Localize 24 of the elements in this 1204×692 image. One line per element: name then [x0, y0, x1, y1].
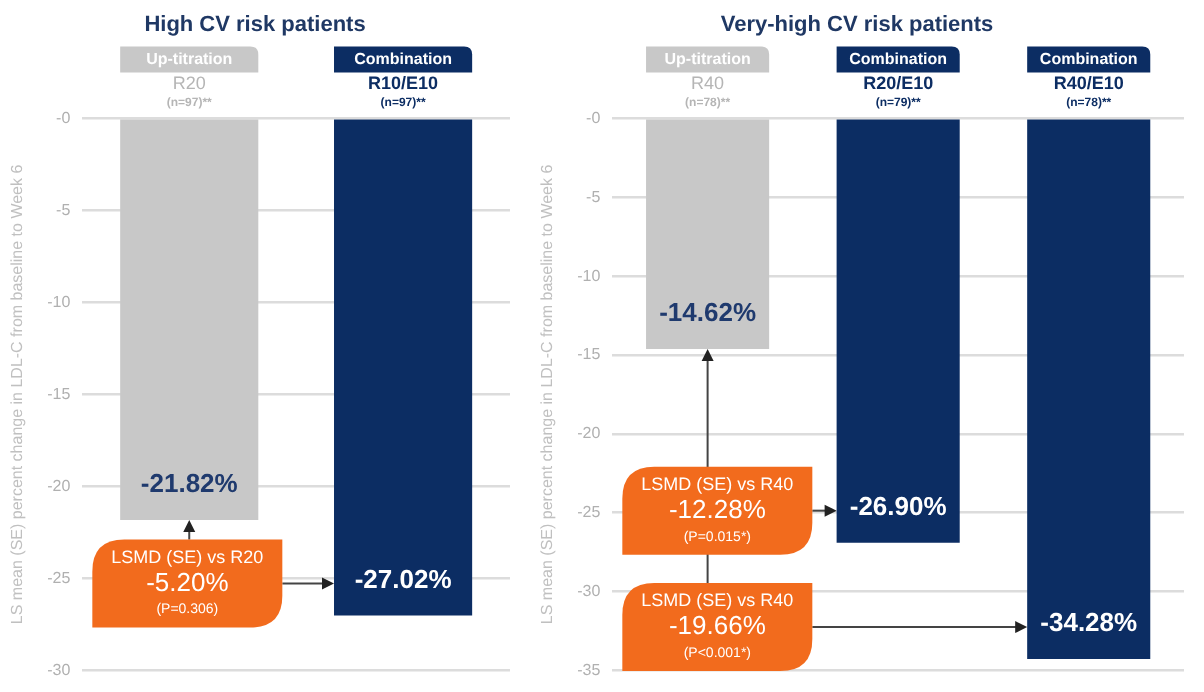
y-axis-title: LS mean (SE) percent change in LDL-C from baseline to Week 6	[538, 163, 557, 625]
chart-title: Very-high CV risk patients	[720, 13, 994, 38]
chart-title: High CV risk patients	[144, 13, 366, 38]
y-tick-label: -25	[47, 568, 72, 587]
y-tick-label: -35	[577, 660, 602, 679]
y-tick-label: -0	[56, 108, 72, 127]
y-tick-label: -15	[577, 345, 602, 364]
y-tick-label: -20	[577, 424, 602, 443]
data-label: -14.62%	[659, 296, 757, 327]
y-tick-label: -10	[47, 292, 72, 311]
data-label: -21.82%	[140, 467, 239, 498]
y-tick-label: -20	[47, 476, 72, 495]
data-label: -27.02%	[354, 563, 453, 594]
data-label: -26.90%	[849, 490, 948, 521]
y-tick-label: -15	[47, 384, 72, 403]
y-tick-label: -10	[577, 266, 602, 285]
y-tick-label: -30	[577, 581, 602, 600]
y-tick-label: -5	[586, 187, 602, 206]
y-tick-label: -0	[586, 108, 602, 127]
y-axis-title: LS mean (SE) percent change in LDL-C from baseline to Week 6	[8, 163, 27, 625]
data-label: -34.28%	[1040, 607, 1139, 638]
y-tick-label: -25	[577, 503, 602, 522]
y-tick-label: -30	[47, 660, 72, 679]
y-tick-label: -5	[56, 200, 72, 219]
